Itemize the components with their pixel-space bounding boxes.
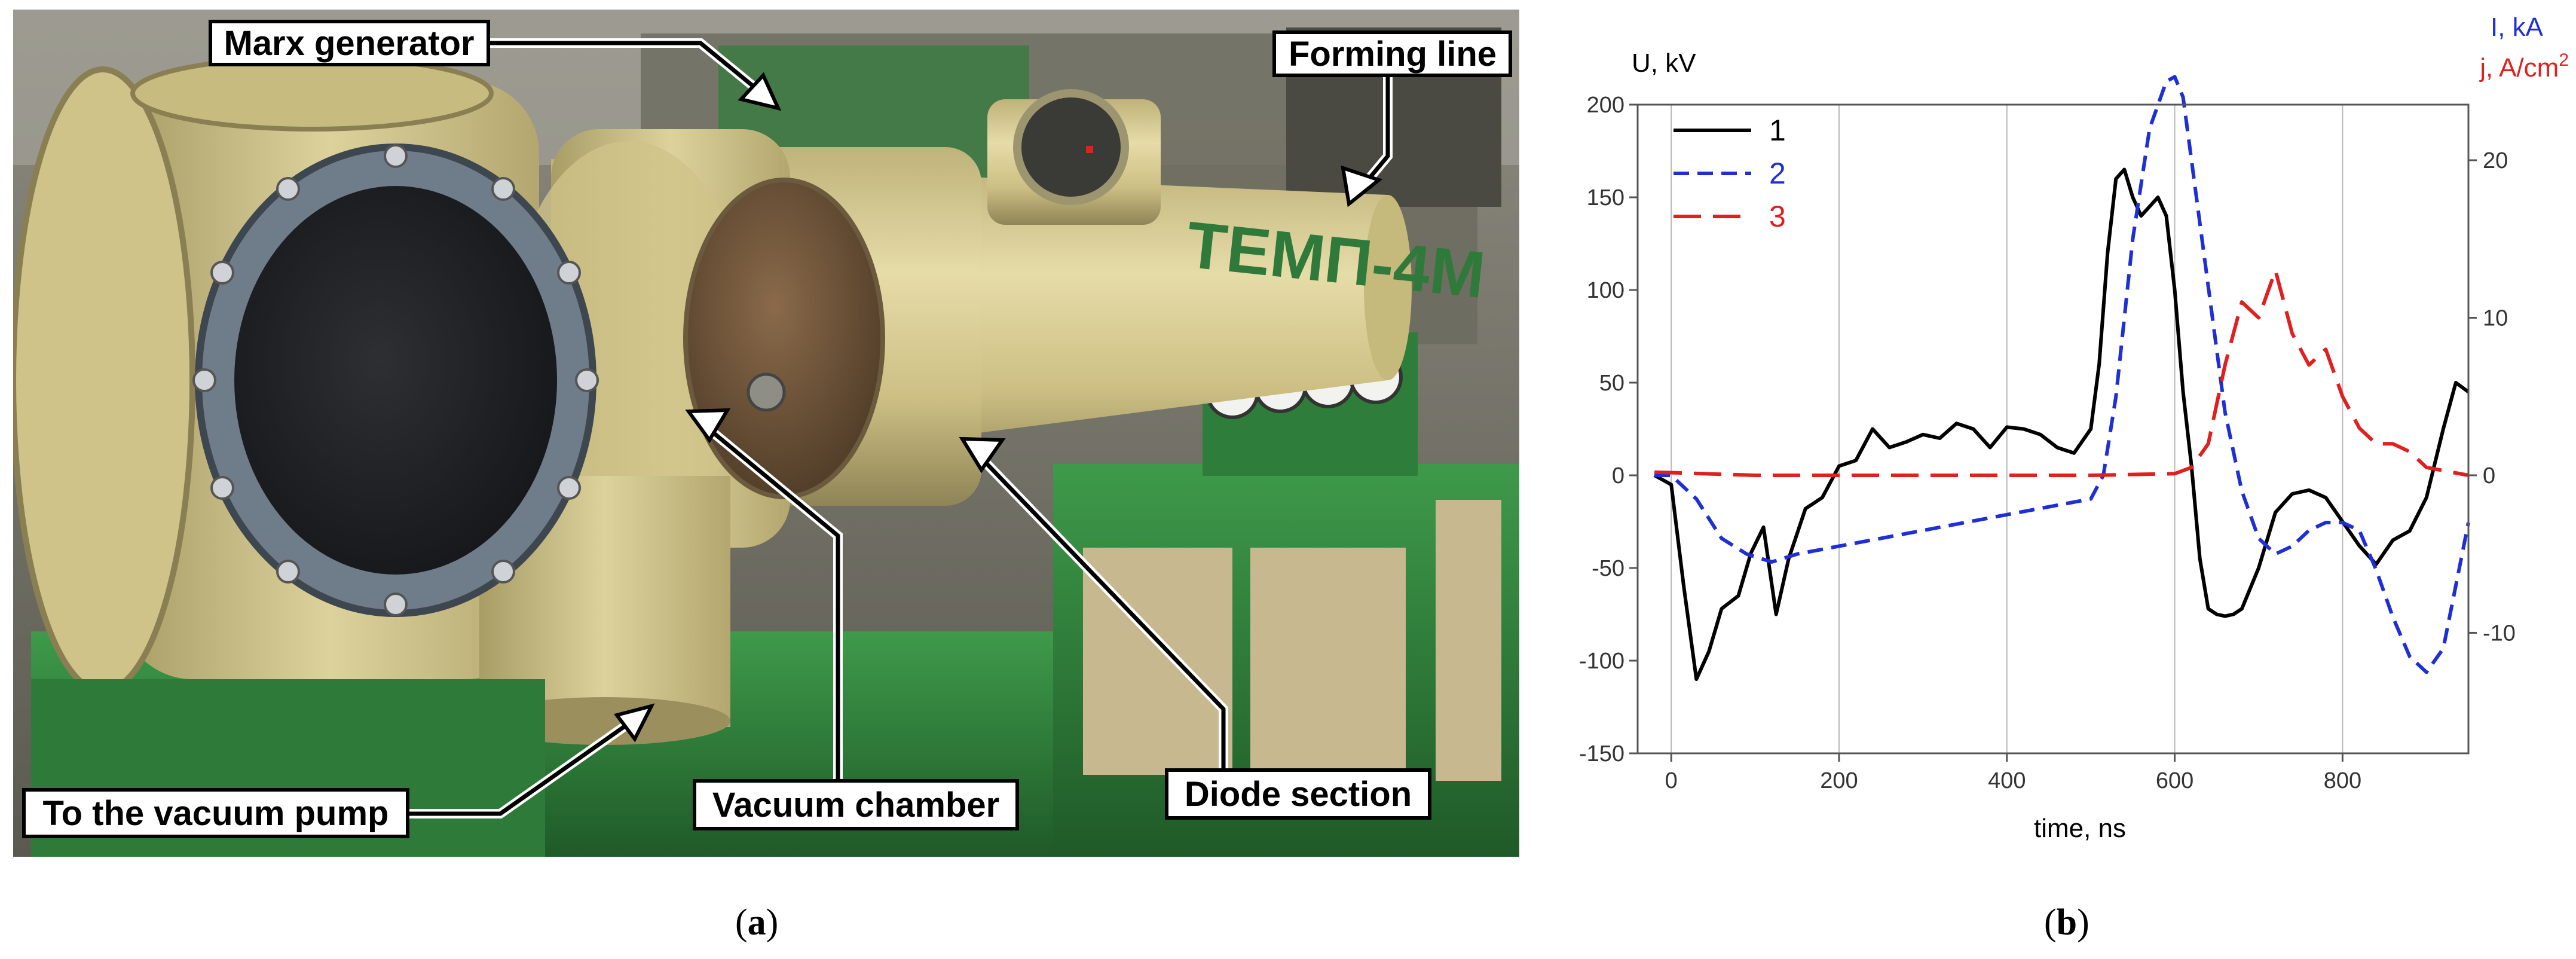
y-left-tick-label: 100 <box>1587 278 1624 303</box>
caption-a-letter: a <box>747 902 766 943</box>
y-left-tick-label: 200 <box>1587 93 1624 118</box>
y-right-tick-label: -10 <box>2483 621 2516 646</box>
label-vacuum-chamber: Vacuum chamber <box>712 786 999 824</box>
y-axis-right-title-current: I, kA <box>2491 13 2544 42</box>
photo-illustration: ТЕМП-4М Marx generator Forming line To t… <box>10 10 1519 857</box>
series-layer <box>1653 75 2470 681</box>
plot-frame <box>1636 103 2470 755</box>
callout-forming-line: Forming line <box>1272 30 1512 207</box>
label-vacuum-pump: To the vacuum pump <box>43 794 389 833</box>
caption-b: (b) <box>2044 902 2089 943</box>
density-unit: j, A/cm <box>2479 53 2559 83</box>
waveform-chart: 0 200 400 600 800-150-100-50050100150200-100… <box>1579 13 2569 843</box>
grid-lines <box>1671 105 2344 753</box>
legend-label-2: 2 <box>1769 157 1786 190</box>
x-tick-label: 800 <box>2324 768 2361 793</box>
x-tick-label: 600 <box>2156 768 2193 793</box>
tick-layer: 0 200 400 600 800-150-100-50050100150200-100… <box>1579 93 2516 793</box>
legend-label-3: 3 <box>1769 200 1786 233</box>
x-tick-label: 400 <box>1988 768 2026 793</box>
legend-label-1: 1 <box>1769 114 1786 147</box>
y-left-tick-label: 0 <box>1612 463 1624 488</box>
series-line-3 <box>1654 268 2469 477</box>
series-line-1 <box>1653 167 2470 681</box>
y-right-tick-label: 20 <box>2483 148 2508 173</box>
equipment-photo: ТЕМП-4М Marx generator Forming line To t… <box>10 10 1519 857</box>
callout-diode-section: Diode section <box>959 436 1431 820</box>
y-left-tick-label: 150 <box>1587 185 1624 210</box>
series-line-2 <box>1654 75 2470 674</box>
y-left-tick-label: -50 <box>1592 556 1624 581</box>
label-marx-generator: Marx generator <box>224 24 474 63</box>
x-tick-label: 200 <box>1820 768 1858 793</box>
y-right-tick-label: 10 <box>2483 306 2508 331</box>
callout-marx-generator: Marx generator <box>209 20 782 111</box>
y-right-tick-label: 0 <box>2483 463 2495 488</box>
y-axis-right-title-density: j, A/cm2 <box>2479 50 2569 83</box>
caption-a: (a) <box>735 902 779 943</box>
chart-panel: 0 200 400 600 800 -150 -100 -50 0 50 100 150 200 -10 0… <box>1554 0 2576 867</box>
caption-b-letter: b <box>2056 902 2078 943</box>
y-left-tick-label: -150 <box>1579 741 1624 766</box>
callout-vacuum-pump: To the vacuum pump <box>22 703 655 838</box>
x-tick-label: 0 <box>1665 768 1678 793</box>
label-forming-line: Forming line <box>1289 35 1497 74</box>
x-axis-title: time, ns <box>2034 814 2126 843</box>
y-left-tick-label: -100 <box>1579 649 1624 674</box>
legend: 1 2 3 <box>1674 114 1786 233</box>
density-unit-superscript: 2 <box>2559 50 2569 70</box>
y-left-tick-label: 50 <box>1599 371 1624 396</box>
y-axis-left-title: U, kV <box>1632 48 1696 78</box>
label-diode-section: Diode section <box>1185 775 1412 814</box>
callout-vacuum-chamber: Vacuum chamber <box>685 408 1019 830</box>
